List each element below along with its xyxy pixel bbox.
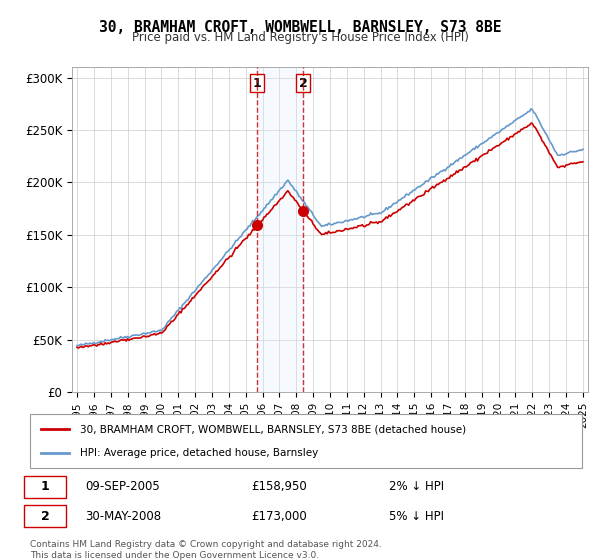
Text: Price paid vs. HM Land Registry's House Price Index (HPI): Price paid vs. HM Land Registry's House …	[131, 31, 469, 44]
Text: 30, BRAMHAM CROFT, WOMBWELL, BARNSLEY, S73 8BE: 30, BRAMHAM CROFT, WOMBWELL, BARNSLEY, S…	[99, 20, 501, 35]
Text: £158,950: £158,950	[251, 480, 307, 493]
Text: 1: 1	[41, 480, 50, 493]
Text: £173,000: £173,000	[251, 510, 307, 523]
Text: Contains HM Land Registry data © Crown copyright and database right 2024.
This d: Contains HM Land Registry data © Crown c…	[30, 540, 382, 560]
Text: 09-SEP-2005: 09-SEP-2005	[85, 480, 160, 493]
Text: 2: 2	[299, 77, 308, 90]
Text: 30, BRAMHAM CROFT, WOMBWELL, BARNSLEY, S73 8BE (detached house): 30, BRAMHAM CROFT, WOMBWELL, BARNSLEY, S…	[80, 424, 466, 435]
Text: 30-MAY-2008: 30-MAY-2008	[85, 510, 161, 523]
Text: HPI: Average price, detached house, Barnsley: HPI: Average price, detached house, Barn…	[80, 447, 318, 458]
Bar	[257, 67, 303, 392]
Text: 2: 2	[41, 510, 50, 523]
Text: 2% ↓ HPI: 2% ↓ HPI	[389, 480, 444, 493]
FancyBboxPatch shape	[30, 414, 582, 468]
FancyBboxPatch shape	[25, 475, 66, 498]
FancyBboxPatch shape	[25, 505, 66, 528]
Text: 5% ↓ HPI: 5% ↓ HPI	[389, 510, 444, 523]
Text: 1: 1	[253, 77, 262, 90]
